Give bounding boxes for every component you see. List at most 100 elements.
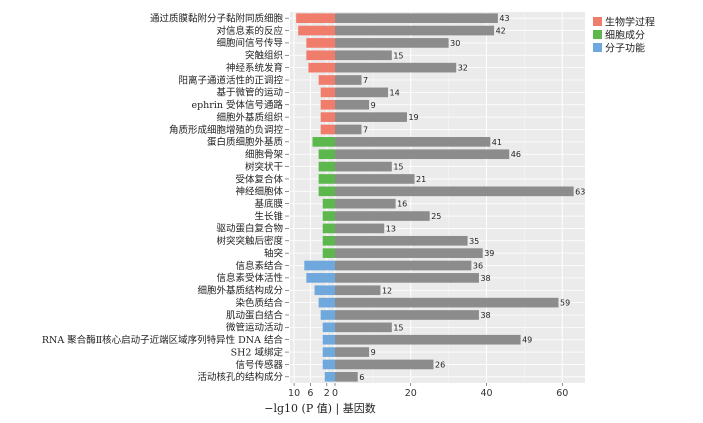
category-label: 肌动蛋白结合 <box>226 309 284 321</box>
x-axis-title: −lg10 (P 值) | 基因数 <box>264 402 375 416</box>
gene-count-label: 7 <box>363 125 368 134</box>
x-tick-label: 40 <box>480 388 492 399</box>
gene-count-bar <box>335 25 495 36</box>
category-label: 树突突触后密度 <box>216 235 283 247</box>
category-label: 角质形成细胞增殖的负调控 <box>169 124 284 136</box>
gene-count-label: 35 <box>469 237 479 246</box>
category-label: 神经细胞体 <box>235 186 283 198</box>
legend-label: 生物学过程 <box>605 16 655 29</box>
gene-count-label: 9 <box>371 101 376 110</box>
gene-count-bar <box>335 248 483 258</box>
panel-background <box>290 12 585 383</box>
gene-count-bar <box>335 149 510 160</box>
gene-count-label: 36 <box>473 262 483 271</box>
pvalue-bar <box>322 223 335 234</box>
pvalue-bar <box>322 248 335 258</box>
gene-count-label: 43 <box>499 14 509 23</box>
pvalue-bar <box>322 235 335 246</box>
category-label: ephrin 受体信号通路 <box>191 99 283 111</box>
gene-count-bar <box>335 50 392 61</box>
pvalue-bar <box>304 260 335 271</box>
gene-count-label: 9 <box>371 348 376 357</box>
gene-count-label: 38 <box>480 311 490 320</box>
gene-count-label: 25 <box>431 212 441 221</box>
category-label: 信号传感器 <box>235 359 283 371</box>
gene-count-bar <box>335 38 449 48</box>
x-tick-label: 2 <box>324 388 330 399</box>
gene-count-bar <box>335 137 491 147</box>
category-label: 活动核孔的结构成分 <box>197 371 283 383</box>
gene-count-bar <box>335 347 370 357</box>
gene-count-bar <box>335 112 407 122</box>
category-label: 信息素结合 <box>235 260 283 272</box>
pvalue-bar <box>320 99 335 110</box>
axis-ticks: 0 20 40 60 10 6 2 <box>288 383 568 399</box>
pvalue-bar <box>314 285 335 296</box>
pvalue-bar <box>318 75 335 85</box>
pvalue-bar <box>320 112 335 122</box>
pvalue-bar <box>306 38 335 48</box>
category-label: 信息素受体活性 <box>216 272 283 284</box>
gene-count-bar <box>335 62 457 73</box>
gene-count-label: 46 <box>511 150 521 159</box>
pvalue-bar <box>320 310 335 320</box>
gene-count-bar <box>335 87 389 98</box>
legend-label: 分子功能 <box>605 42 645 55</box>
gene-count-bar <box>335 285 381 296</box>
gene-count-bar <box>335 235 468 246</box>
pvalue-bar <box>308 62 335 73</box>
gene-count-bar <box>335 223 385 234</box>
gene-count-bar <box>335 322 392 333</box>
legend-swatch <box>593 17 602 26</box>
gene-count-label: 49 <box>522 336 532 345</box>
gene-count-label: 16 <box>397 200 407 209</box>
gene-count-label: 41 <box>492 138 502 147</box>
gene-count-label: 63 <box>575 187 585 196</box>
x-tick-label: 20 <box>405 388 417 399</box>
category-label: 基底膜 <box>254 198 283 210</box>
pvalue-bar <box>318 174 335 184</box>
pvalue-bar <box>312 137 335 147</box>
grid-lines <box>290 12 585 383</box>
category-label: RNA 聚合酶Ⅱ核心启动子近端区域序列特异性 DNA 结合 <box>42 334 284 346</box>
legend-swatch <box>593 30 602 39</box>
pvalue-bar <box>318 149 335 160</box>
category-label: 细胞外基质结构成分 <box>197 285 283 297</box>
bars-group <box>296 13 574 382</box>
gene-count-bar <box>335 161 392 172</box>
category-label: 蛋白质细胞外基质 <box>207 136 284 148</box>
pvalue-bar <box>322 334 335 345</box>
category-label: 基于微管的运动 <box>216 87 283 99</box>
legend-label: 细胞成分 <box>605 29 645 42</box>
gene-count-label: 38 <box>480 274 490 283</box>
pvalue-bar <box>322 198 335 209</box>
pvalue-bar <box>306 50 335 61</box>
category-label: 树突状干 <box>245 161 283 173</box>
pvalue-bar <box>320 124 335 135</box>
category-label: 阳离子通道活性的正调控 <box>178 74 283 86</box>
gene-count-label: 59 <box>560 299 570 308</box>
gene-count-bar <box>335 359 434 370</box>
gene-count-bar <box>335 310 479 320</box>
plot-panel <box>290 12 585 383</box>
pvalue-bar <box>306 273 335 283</box>
gene-count-bar <box>335 334 521 345</box>
gene-count-bar <box>335 99 370 110</box>
gene-count-label: 19 <box>408 113 418 122</box>
pvalue-bar <box>320 87 335 98</box>
gene-count-bar <box>335 297 559 308</box>
pvalue-bar <box>318 186 335 197</box>
category-label: 神经系统发育 <box>226 62 283 74</box>
category-label: 受体复合体 <box>235 173 283 185</box>
gene-count-label: 7 <box>363 76 368 85</box>
gene-count-label: 39 <box>484 249 494 258</box>
x-tick-label: 0 <box>332 388 338 399</box>
gene-count-label: 30 <box>450 39 460 48</box>
category-label: 细胞外基质组织 <box>216 111 283 123</box>
gene-count-bar <box>335 211 430 221</box>
gene-count-bar <box>335 273 479 283</box>
x-tick-label: 6 <box>307 388 313 399</box>
